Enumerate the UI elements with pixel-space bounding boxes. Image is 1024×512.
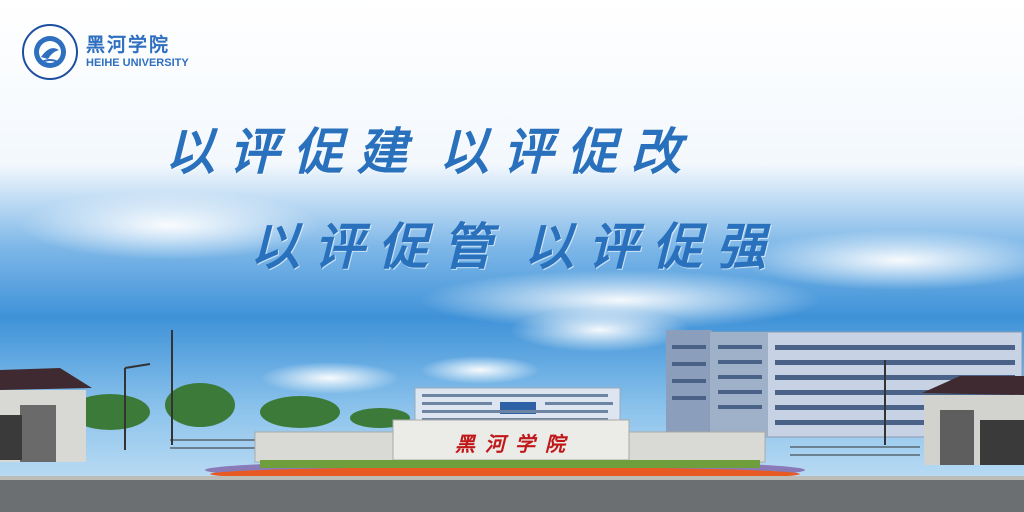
university-logo: 黑河学院 HEIHE UNIVERSITY (22, 24, 189, 80)
road (0, 478, 1024, 512)
university-seal-icon (22, 24, 78, 80)
slogan-line-1: 以评促建 以评促改 (165, 112, 695, 184)
lamp-posts (124, 330, 886, 450)
gate-wall (254, 419, 766, 463)
gate-sign-text: 黑河学院 (455, 432, 575, 456)
university-name-en: HEIHE UNIVERSITY (86, 57, 189, 69)
slogan-phrase: 以评促强 (524, 217, 780, 276)
slogan-phrase: 以评促管 (250, 217, 506, 276)
slogan-phrase: 以评促建 (165, 122, 421, 181)
slogan-phrase: 以评促改 (439, 122, 695, 181)
fences (170, 439, 920, 456)
left-gatehouse (0, 368, 92, 462)
slogan-line-2: 以评促管 以评促强 (250, 207, 780, 279)
university-name-cn: 黑河学院 (86, 34, 171, 56)
right-gatehouse (922, 376, 1024, 465)
clouds (20, 190, 1024, 394)
